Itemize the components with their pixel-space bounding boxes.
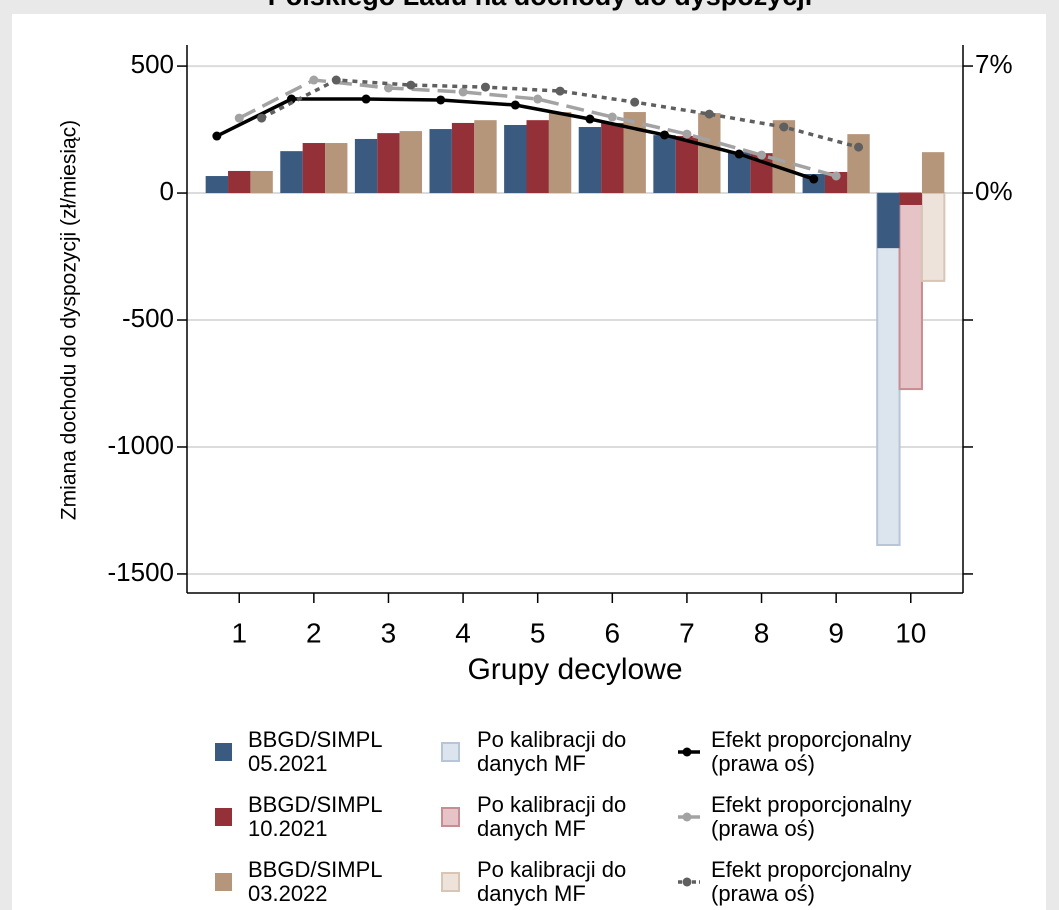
x-tick-label: 4 [455,617,471,648]
bar [847,134,870,194]
legend-swatch [441,807,460,827]
legend-swatch [215,873,232,891]
bar [280,151,303,194]
bar [451,122,475,194]
bar [727,152,751,194]
line-point [331,75,341,85]
line-point [660,130,670,140]
y-tick-label: -500 [122,303,174,333]
line-point [682,129,692,139]
bar [623,112,646,194]
line-point [480,82,490,92]
bar [698,113,721,194]
x-tick-label: 6 [605,617,621,648]
line-point [757,150,767,160]
x-tick-label: 9 [828,617,844,648]
line-point [630,97,640,107]
bar [920,192,946,282]
legend-swatch [441,742,460,762]
legend-swatch [215,743,232,761]
line-point [585,114,595,124]
bar [429,129,452,194]
x-tick-label: 1 [231,617,247,648]
y-tick-label: -1500 [108,557,175,587]
line-point [406,80,416,90]
bar [399,131,423,194]
line-point [510,100,520,110]
bar [601,122,624,194]
legend-marker [682,812,692,822]
bar [354,138,378,194]
y-tick-label: -1000 [108,430,175,460]
line-point [234,113,244,123]
y-tick-label: 500 [131,49,174,79]
bar [675,135,699,194]
x-tick-label: 10 [895,617,926,648]
x-tick-label: 8 [754,617,770,648]
bar [877,193,900,249]
y-axis-label: Zmiana dochodu do dyspozycji (zł/miesiąc… [58,120,81,520]
line-point [831,171,841,181]
x-tick-label: 3 [381,617,397,648]
y2-tick-label: 7% [975,49,1013,79]
x-tick-label: 2 [306,617,322,648]
x-tick-label: 7 [679,617,695,648]
line-point [309,75,319,85]
line-point [704,109,714,119]
chart-title: Polskiego Ładu na dochody do dyspozycji [268,0,813,11]
bar [474,120,497,194]
legend-marker [682,877,692,887]
bar [205,176,229,194]
bar [921,152,945,194]
line-point [555,86,565,96]
bar [250,170,273,194]
line-point [286,94,296,104]
bar [504,124,527,194]
x-tick-label: 5 [530,617,546,648]
bar [578,127,602,194]
legend-swatch [441,872,460,892]
bar [228,170,251,194]
line-point [809,174,819,184]
bar [526,120,549,194]
line-point [257,113,267,123]
legend-marker [682,747,692,757]
line-point [854,142,864,152]
line-point [361,94,371,104]
line-point [458,87,468,97]
bar [898,192,923,391]
bar [548,112,572,194]
bar [302,143,326,194]
bar [824,171,848,194]
line-point [436,95,446,105]
line-point [734,149,744,159]
y-tick-label: 0 [160,176,174,206]
bar [325,143,348,194]
bar [377,133,400,194]
bar [899,193,922,205]
line-point [607,112,617,122]
x-axis-label: Grupy decylowe [467,653,682,686]
line-point [212,131,222,141]
y2-tick-label: 0% [975,176,1013,206]
line-point [533,94,543,104]
bar [772,120,796,194]
line-point [383,83,393,93]
line-point [779,122,789,132]
bar [653,135,676,194]
legend-swatch [215,808,232,826]
